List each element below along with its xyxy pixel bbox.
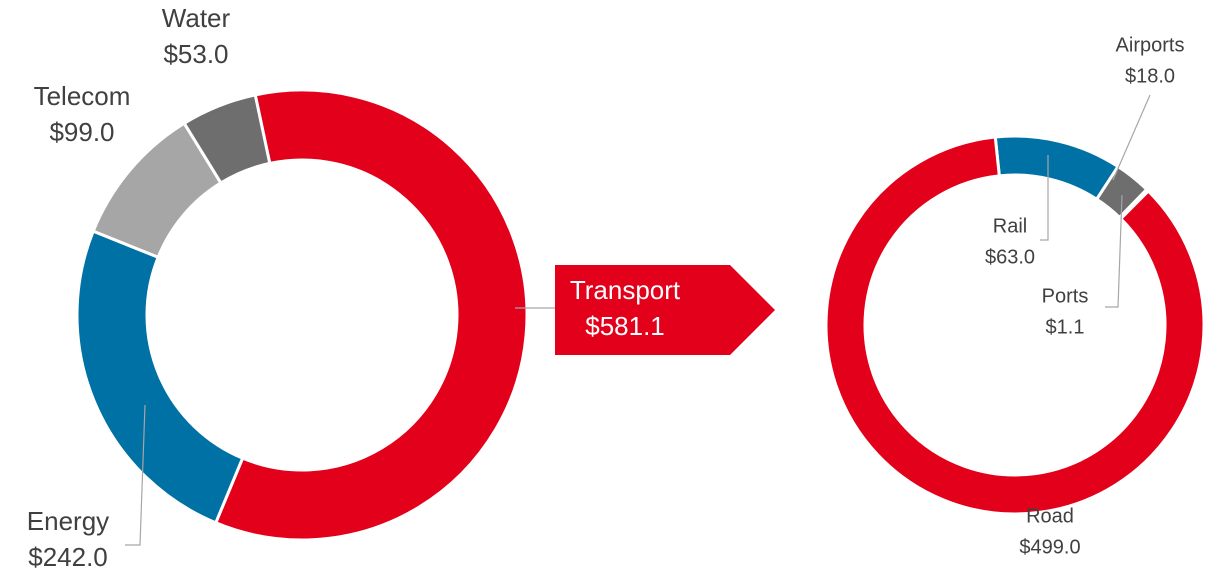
slice-value: $99.0	[49, 117, 114, 147]
slice-value: $499.0	[1019, 536, 1080, 558]
leader-line	[125, 404, 146, 546]
donut-slice	[75, 229, 245, 525]
slice-label: Energy	[27, 506, 109, 536]
slice-label: Telecom	[34, 81, 131, 111]
slice-label: Rail	[993, 215, 1027, 237]
leader-line	[1040, 155, 1049, 241]
donut-slice	[824, 135, 1206, 516]
donut-slice	[182, 93, 272, 185]
donut-slice	[213, 88, 529, 542]
leader-line	[1112, 94, 1151, 181]
callout-arrow	[555, 265, 775, 355]
slice-value: $581.1	[585, 311, 665, 341]
slice-label: Airports	[1116, 34, 1185, 56]
slice-value: $18.0	[1125, 65, 1175, 87]
slice-value: $1.1	[1046, 316, 1085, 338]
slice-label: Ports	[1042, 285, 1089, 307]
slice-label: Water	[162, 3, 231, 33]
slice-value: $242.0	[28, 542, 108, 572]
slice-label: Road	[1026, 505, 1074, 527]
slice-value: $63.0	[985, 246, 1035, 268]
slice-value: $53.0	[163, 39, 228, 69]
slice-label: Transport	[570, 275, 681, 305]
donut-slice	[993, 134, 1121, 202]
leader-line	[1105, 194, 1123, 308]
